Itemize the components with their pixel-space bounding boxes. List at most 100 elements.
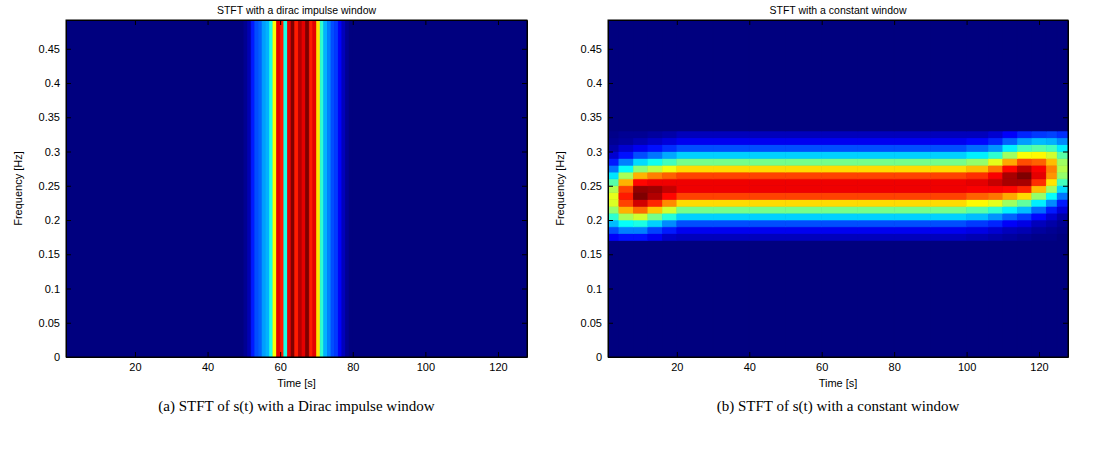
heat-cell bbox=[633, 199, 647, 206]
heat-cell bbox=[894, 152, 930, 159]
heat-cell bbox=[244, 20, 248, 357]
heat-cell bbox=[930, 138, 966, 145]
tick-label: 0.2 bbox=[587, 214, 602, 226]
tick-mark bbox=[522, 83, 527, 84]
heat-cell bbox=[1057, 138, 1068, 145]
heat-cell bbox=[930, 158, 966, 165]
heat-cell bbox=[1003, 145, 1017, 152]
heat-cell bbox=[619, 220, 633, 227]
heat-cell bbox=[785, 241, 821, 357]
heat-cell bbox=[822, 186, 858, 193]
heat-cell bbox=[988, 179, 1002, 186]
heat-cell bbox=[785, 158, 821, 165]
heat-cell bbox=[988, 206, 1002, 213]
heat-cell bbox=[858, 20, 894, 131]
heat-cell bbox=[988, 241, 1002, 357]
tick-label: 60 bbox=[275, 361, 287, 373]
heat-cell bbox=[258, 20, 262, 357]
tick-mark bbox=[66, 289, 71, 290]
tick-mark bbox=[425, 352, 426, 357]
heat-cell bbox=[1057, 179, 1068, 186]
heat-cell bbox=[633, 241, 647, 357]
heat-cell bbox=[930, 193, 966, 200]
heat-cell bbox=[894, 138, 930, 145]
heat-cell bbox=[677, 199, 713, 206]
heat-cell bbox=[1003, 20, 1017, 131]
heat-cell bbox=[858, 158, 894, 165]
heat-cell bbox=[1017, 193, 1031, 200]
heat-cell bbox=[713, 145, 749, 152]
y-axis-tick: 0.2 bbox=[45, 214, 71, 226]
heat-cell bbox=[1017, 172, 1031, 179]
heat-cell bbox=[608, 234, 619, 241]
heat-cell bbox=[930, 131, 966, 138]
tick-mark bbox=[894, 352, 895, 357]
heat-cell bbox=[633, 138, 647, 145]
heat-cell bbox=[858, 213, 894, 220]
heat-cell bbox=[662, 172, 676, 179]
tick-mark bbox=[522, 49, 527, 50]
heat-cell bbox=[713, 179, 749, 186]
heat-cell bbox=[619, 145, 633, 152]
y-axis-right-tick bbox=[1063, 49, 1068, 50]
tick-mark bbox=[522, 220, 527, 221]
tick-mark bbox=[522, 186, 527, 187]
heat-cell bbox=[1046, 220, 1057, 227]
tick-mark bbox=[66, 254, 71, 255]
heat-cell bbox=[1057, 206, 1068, 213]
tick-mark bbox=[353, 352, 354, 357]
heat-cell bbox=[749, 20, 785, 131]
heat-cell bbox=[858, 145, 894, 152]
chart-title: STFT with a constant window bbox=[770, 4, 907, 16]
y-axis-tick: 0.4 bbox=[587, 77, 613, 89]
heat-cell bbox=[1032, 172, 1046, 179]
heat-cell bbox=[247, 20, 251, 357]
heat-cell bbox=[619, 158, 633, 165]
heat-cell bbox=[662, 131, 676, 138]
y-axis-title: Frequency [Hz] bbox=[554, 151, 566, 226]
x-axis-tick: 120 bbox=[489, 352, 507, 373]
y-axis-tick: 0.3 bbox=[45, 146, 71, 158]
heat-cell bbox=[988, 138, 1002, 145]
tick-label: 0.35 bbox=[39, 111, 60, 123]
y-axis-tick: 0.1 bbox=[45, 283, 71, 295]
heat-cell bbox=[280, 20, 284, 357]
heat-cell bbox=[662, 186, 676, 193]
x-axis-top-tick bbox=[208, 20, 209, 25]
heat-cell bbox=[662, 206, 676, 213]
y-axis-right-tick bbox=[522, 152, 527, 153]
heat-cell bbox=[633, 213, 647, 220]
y-axis-title: Frequency [Hz] bbox=[12, 151, 24, 226]
x-axis-top-tick bbox=[677, 20, 678, 25]
heat-cell bbox=[785, 186, 821, 193]
heat-cell bbox=[858, 227, 894, 234]
heat-cell bbox=[662, 165, 676, 172]
heat-cell bbox=[1003, 220, 1017, 227]
tick-label: 80 bbox=[889, 361, 901, 373]
heat-cell bbox=[269, 20, 273, 357]
tick-label: 0.2 bbox=[45, 214, 60, 226]
heat-cell bbox=[1057, 199, 1068, 206]
heat-cell bbox=[785, 165, 821, 172]
heat-cell bbox=[1017, 213, 1031, 220]
heat-cell bbox=[749, 165, 785, 172]
heat-cell bbox=[320, 20, 324, 357]
heat-cell bbox=[1046, 227, 1057, 234]
heat-cell bbox=[255, 20, 259, 357]
heat-cell bbox=[277, 20, 281, 357]
heat-cell bbox=[633, 165, 647, 172]
heat-cell bbox=[749, 186, 785, 193]
heat-cell bbox=[1032, 241, 1046, 357]
heat-cell bbox=[1032, 213, 1046, 220]
heat-cell bbox=[749, 234, 785, 241]
heat-cell bbox=[677, 241, 713, 357]
heat-cell bbox=[1046, 199, 1057, 206]
heat-cell bbox=[608, 152, 619, 159]
heat-cell bbox=[858, 179, 894, 186]
heat-cell bbox=[1032, 145, 1046, 152]
heat-cell bbox=[306, 20, 310, 357]
tick-mark bbox=[1063, 323, 1068, 324]
x-axis-tick: 40 bbox=[202, 352, 214, 373]
heat-cell bbox=[1032, 199, 1046, 206]
x-axis-top bbox=[609, 20, 1069, 25]
